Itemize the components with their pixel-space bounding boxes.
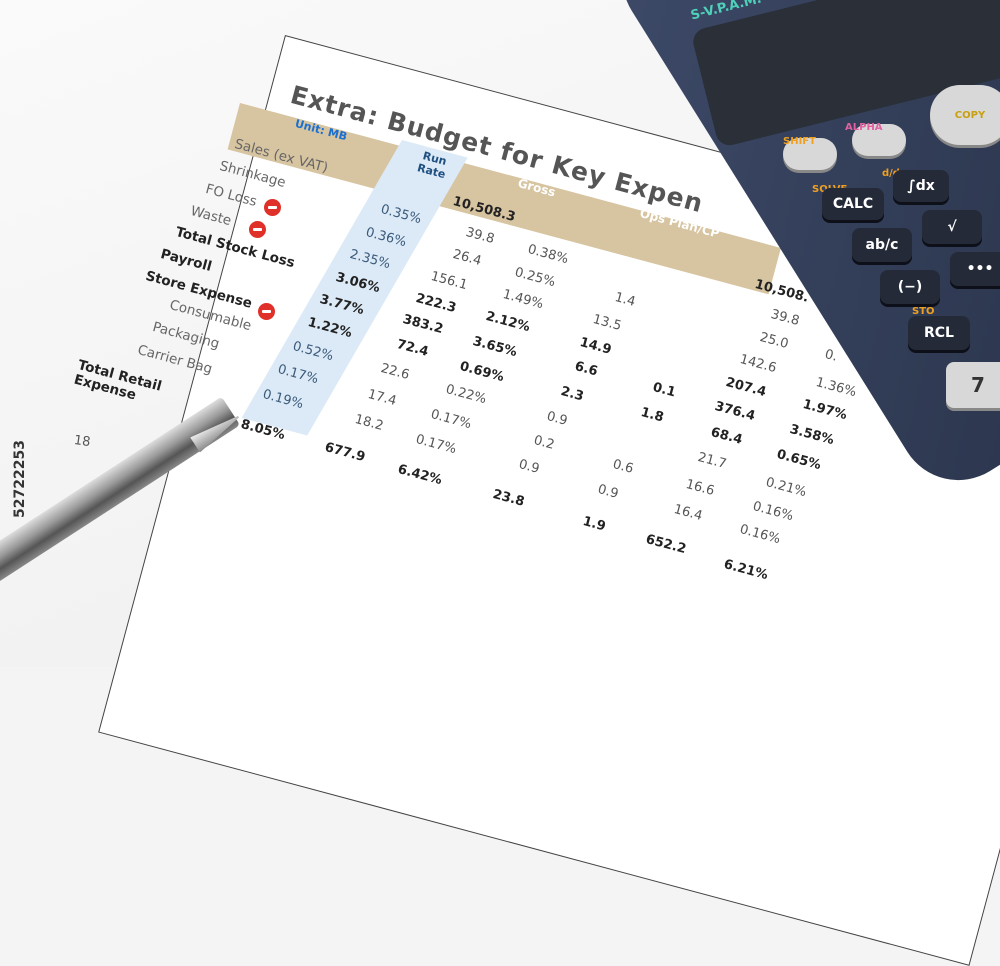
cell: 0.9 [517,457,541,477]
cell: 18.2 [353,412,385,434]
cell: 17.4 [366,387,398,409]
cell: 39.8 [464,225,496,247]
cell: 677.9 [323,440,367,466]
cell: 25.0 [758,330,790,352]
cell: 23.8 [491,487,526,510]
cell: 21.7 [696,450,728,472]
row-label: Payroll [158,246,214,275]
cell: 142.6 [738,352,778,377]
cell: 6.42% [396,462,444,489]
cell: 6.21% [722,557,770,584]
cell: 0.17% [414,432,458,458]
document-title: Extra: Budget for Key Expen [287,80,707,219]
cell: 156.1 [429,269,469,294]
shift-label: SHIFT [783,136,816,147]
cell: 2.35% [348,247,392,273]
cell: 0.22% [444,382,488,408]
alpha-label: ALPHA [845,122,883,133]
cell: 1.8 [639,405,666,426]
cell: 68.4 [709,425,744,448]
cell: 72.4 [395,337,430,360]
sqrt-key[interactable]: √ [922,210,982,244]
cell: 0.1 [651,380,678,401]
cell: 16.6 [684,477,716,499]
cell: 13.5 [591,312,623,334]
cell: 1.22% [306,315,354,342]
header-gross: Gross [516,176,557,200]
integral-key[interactable]: ∫dx [893,170,949,202]
row-label: Waste [188,203,233,230]
cell: 22.6 [379,361,411,383]
replay-button[interactable]: COPY [930,85,1000,145]
cell: 3.65% [471,334,519,361]
stop-icon [257,302,276,321]
cell: 652.2 [644,532,688,558]
cell: 14.9 [578,335,613,358]
cell: 0.21% [764,475,808,501]
rcl-key[interactable]: RCL [908,316,970,350]
cell: 1.97% [801,397,849,424]
cell: 2.3 [559,384,586,405]
cell: 0.35% [379,202,423,228]
row-label: FO Loss [203,181,259,210]
cell: 0.16% [751,499,795,525]
footer-number: 18 [72,433,92,451]
cell: 2.12% [484,309,532,336]
cell: 1.49% [501,287,545,313]
cell: 222.3 [414,291,458,317]
cell: 3.06% [334,270,382,297]
cell: 6.6 [573,359,600,380]
cell: 0.16% [738,522,782,548]
cell: 0.19% [261,387,305,413]
cell: 383.2 [401,312,445,338]
cell: 0.9 [596,482,620,502]
cell: 8.05% [239,417,287,444]
fraction-key[interactable]: ab/c [852,228,912,262]
cell: 3.77% [318,292,366,319]
stop-icon [263,198,282,217]
stop-icon [248,220,267,239]
cell: 1.4 [613,290,637,310]
cell: 207.4 [724,375,768,401]
cell: 3.58% [788,422,836,449]
cell: 0.25% [513,265,557,291]
shift-key[interactable] [783,138,837,170]
cell: 0.6 [611,457,635,477]
cell: 0.52% [291,339,335,365]
seven-key[interactable]: 7 [946,362,1000,408]
negative-key[interactable]: (−) [880,270,940,304]
watermark-id: 52722253 [12,440,28,518]
degree-key[interactable]: ••• [950,252,1000,286]
alpha-key[interactable] [852,124,906,156]
cell: 1.36% [814,375,858,401]
copy-label: COPY [954,109,986,121]
budget-document: Extra: Budget for Key Expen Unit: MB Run… [72,80,858,584]
calc-key[interactable]: CALC [822,188,884,220]
header-run-rate: Run Rate [415,149,449,182]
cell: 0.9 [545,409,569,429]
sto-label: STO [912,306,935,317]
cell: 0. [823,347,839,365]
cell: 1.9 [581,514,608,535]
cell: 0.17% [276,362,320,388]
cell: 0.69% [458,359,506,386]
cell: 376.4 [713,399,757,425]
cell: 16.4 [672,502,704,524]
cell: 26.4 [451,247,483,269]
cell: 0.17% [429,407,473,433]
cell: 10,508.3 [451,194,517,226]
cell: 0.38% [526,242,570,268]
cell: 39.8 [769,307,801,329]
cell: 0.65% [775,447,823,474]
cell: 0.36% [364,225,408,251]
cell: 0.2 [532,433,556,453]
